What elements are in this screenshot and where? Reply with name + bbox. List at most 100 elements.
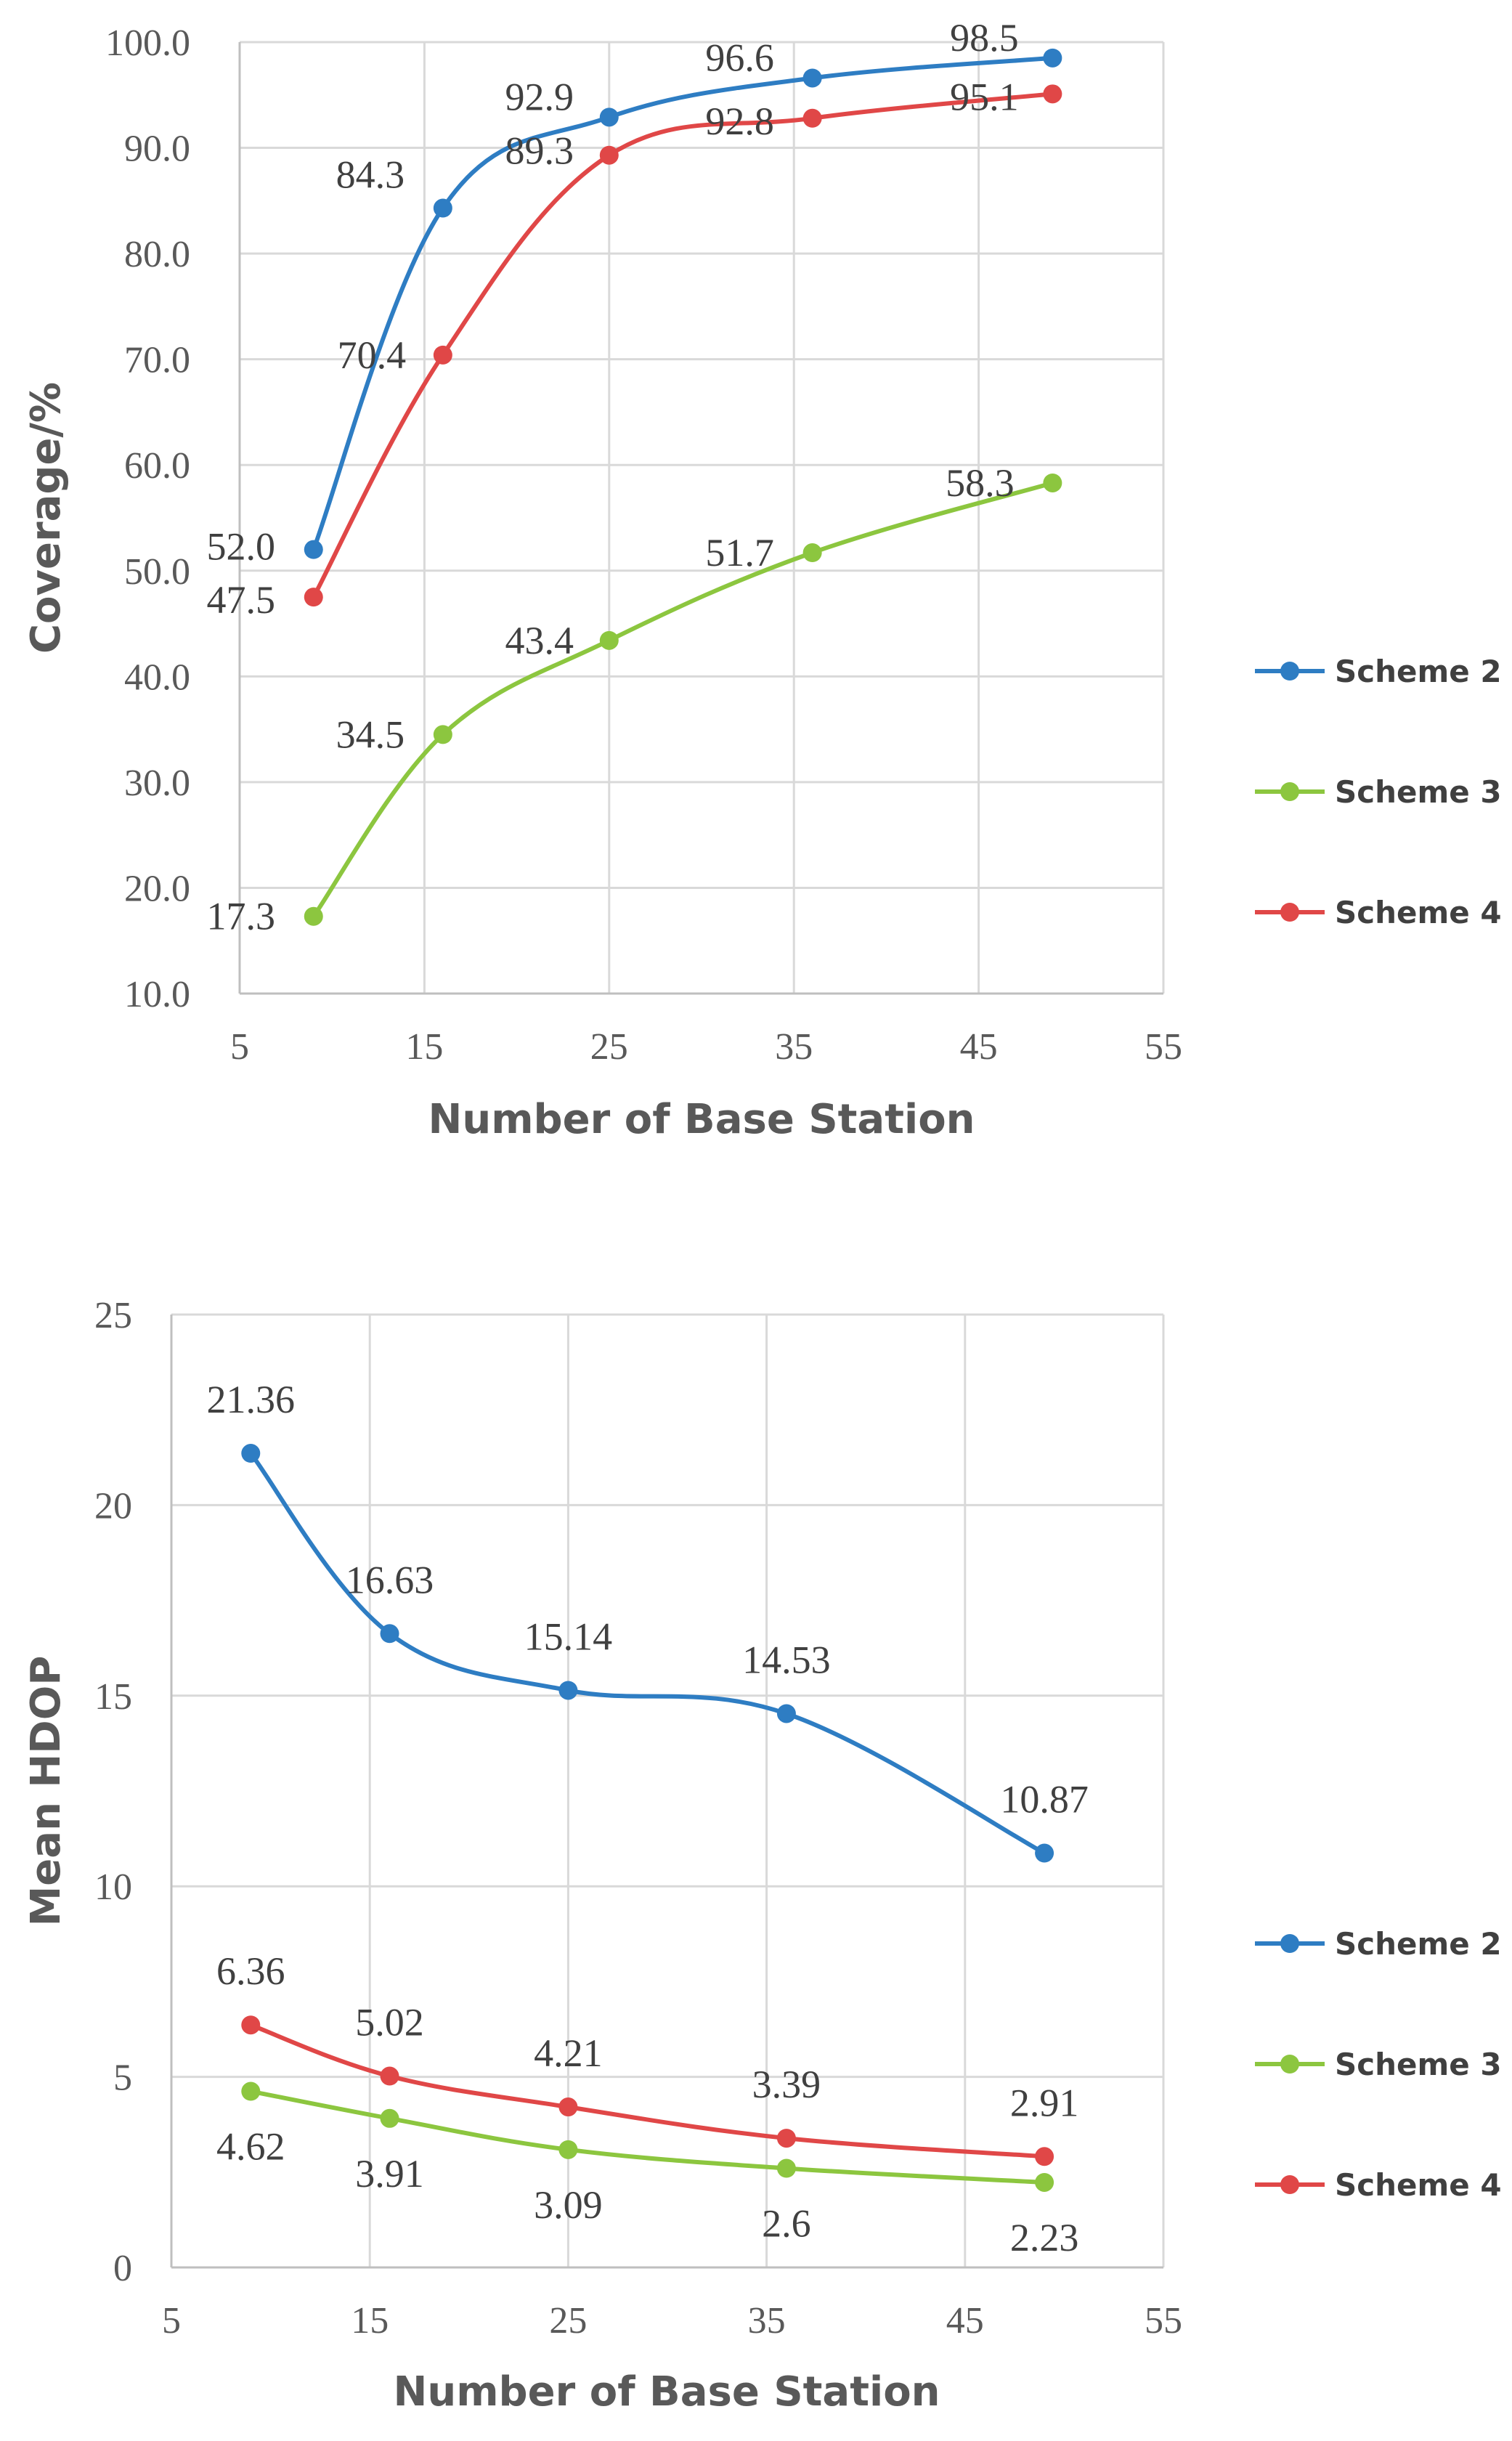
- series-scheme-4: 6.36 5.02 4.21 3.39 2.91: [216, 1949, 1078, 2166]
- data-point: [1035, 2172, 1054, 2192]
- y-tick-label: 40.0: [124, 657, 190, 698]
- data-label: 21.36: [207, 1378, 296, 1421]
- data-point: [1035, 1843, 1054, 1863]
- x-tick-label: 25: [590, 1026, 628, 1068]
- data-label: 2.23: [1010, 2216, 1079, 2259]
- data-label: 2.91: [1010, 2081, 1079, 2124]
- legend-marker: [1280, 1934, 1299, 1953]
- y-tick-label: 15: [94, 1676, 132, 1718]
- data-point: [1043, 473, 1062, 492]
- legend-item: Scheme 4: [1255, 895, 1502, 930]
- legend-item: Scheme 3: [1255, 774, 1502, 810]
- coverage-chart: 10.0 20.0 30.0 40.0 50.0 60.0 70.0 80.0 90.0 100.…: [23, 16, 1502, 1143]
- x-tick-label: 35: [748, 2300, 786, 2342]
- series-line: [311, 55, 1055, 552]
- legend: Scheme 2 Scheme 3 Scheme 4: [1255, 654, 1502, 930]
- y-axis-title: Coverage/%: [23, 382, 70, 654]
- legend-label: Scheme 2: [1335, 1926, 1502, 1962]
- data-point: [599, 145, 619, 165]
- y-tick-label: 20.0: [124, 868, 190, 909]
- data-label: 14.53: [742, 1638, 831, 1681]
- data-point: [802, 68, 822, 88]
- x-tick-label: 35: [775, 1026, 813, 1068]
- data-label: 92.8: [705, 99, 774, 143]
- x-axis-title: Number of Base Station: [393, 2368, 940, 2416]
- legend-marker: [1280, 903, 1299, 922]
- y-axis-title: Mean HDOP: [23, 1656, 70, 1927]
- y-tick-label: 70.0: [124, 340, 190, 381]
- y-tick-label: 100.0: [105, 23, 190, 64]
- data-point: [304, 906, 323, 926]
- x-tick-label: 15: [351, 2300, 389, 2342]
- data-label: 10.87: [1000, 1778, 1089, 1821]
- data-label: 3.39: [752, 2063, 821, 2106]
- data-label: 43.4: [505, 619, 574, 662]
- data-point: [380, 2066, 399, 2086]
- series-line: [248, 1451, 1047, 1856]
- y-tick-label: 10.0: [124, 974, 190, 1015]
- x-tick-label: 5: [162, 2300, 181, 2342]
- y-tick-label: 5: [113, 2058, 132, 2099]
- x-tick-label: 25: [549, 2300, 587, 2342]
- y-tick-label: 50.0: [124, 551, 190, 593]
- data-point: [304, 588, 323, 607]
- data-point: [558, 2140, 578, 2159]
- legend-marker: [1280, 2055, 1299, 2074]
- data-label: 17.3: [207, 895, 276, 938]
- x-tick-label: 45: [960, 1026, 998, 1068]
- data-label: 95.1: [950, 75, 1019, 118]
- data-point: [241, 1444, 261, 1463]
- legend-item: Scheme 4: [1255, 2167, 1502, 2203]
- legend-label: Scheme 3: [1335, 774, 1502, 810]
- data-point: [558, 2097, 578, 2117]
- data-point: [1043, 48, 1062, 68]
- legend-item: Scheme 3: [1255, 2047, 1502, 2082]
- data-label: 15.14: [524, 1615, 613, 1658]
- data-label: 16.63: [346, 1558, 434, 1601]
- data-label: 47.5: [207, 578, 276, 622]
- legend-label: Scheme 2: [1335, 654, 1502, 689]
- data-label: 96.6: [705, 36, 774, 79]
- legend-item: Scheme 2: [1255, 654, 1502, 689]
- data-label: 98.5: [950, 16, 1019, 60]
- data-label: 51.7: [705, 531, 774, 574]
- data-point: [599, 107, 619, 127]
- series-scheme-2: 52.0 84.3 92.9 96.6 98.5: [207, 16, 1062, 569]
- legend-label: Scheme 4: [1335, 895, 1502, 930]
- data-point: [1035, 2147, 1054, 2166]
- data-point: [802, 108, 822, 128]
- series-line: [248, 2023, 1047, 2159]
- y-tick-label: 90.0: [124, 129, 190, 170]
- legend-label: Scheme 3: [1335, 2047, 1502, 2082]
- data-point: [558, 1681, 578, 1700]
- y-tick-label: 10: [94, 1867, 132, 1908]
- legend-marker: [1280, 782, 1299, 801]
- data-label: 5.02: [355, 2001, 424, 2044]
- series-scheme-3: 4.62 3.91 3.09 2.6 2.23: [216, 2081, 1079, 2259]
- data-point: [599, 630, 619, 650]
- x-tick-label: 45: [946, 2300, 984, 2342]
- data-point: [802, 543, 822, 563]
- data-label: 92.9: [505, 75, 574, 118]
- series-line: [248, 2089, 1047, 2185]
- data-point: [776, 2158, 796, 2178]
- x-axis-title: Number of Base Station: [428, 1096, 975, 1143]
- legend-item: Scheme 2: [1255, 1926, 1502, 1962]
- data-label: 3.91: [355, 2152, 424, 2196]
- legend-label: Scheme 4: [1335, 2167, 1502, 2203]
- legend: Scheme 2 Scheme 3 Scheme 4: [1255, 1926, 1502, 2203]
- x-tick-label: 5: [230, 1026, 249, 1068]
- data-label: 52.0: [207, 525, 276, 569]
- data-point: [433, 345, 452, 365]
- y-tick-label: 60.0: [124, 445, 190, 487]
- data-point: [241, 2081, 261, 2101]
- data-label: 4.21: [534, 2031, 603, 2075]
- data-label: 58.3: [946, 461, 1015, 505]
- data-label: 4.62: [216, 2125, 285, 2169]
- data-point: [1043, 84, 1062, 104]
- data-point: [380, 2108, 399, 2128]
- x-tick-label: 55: [1145, 2300, 1182, 2342]
- series-scheme-2: 21.36 16.63 15.14 14.53 10.87: [207, 1378, 1089, 1863]
- series-scheme-4: 47.5 70.4 89.3 92.8 95.1: [207, 75, 1062, 622]
